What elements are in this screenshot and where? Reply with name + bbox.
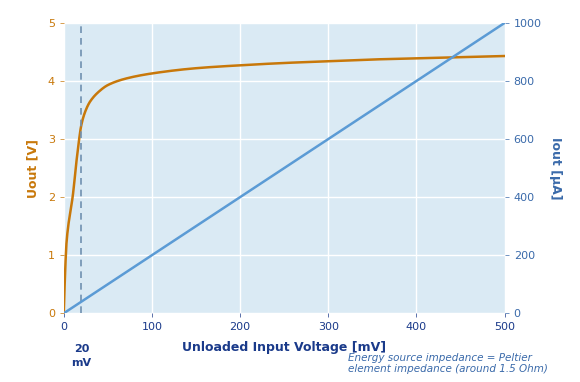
Y-axis label: Uout [V]: Uout [V] <box>26 139 39 197</box>
X-axis label: Unloaded Input Voltage [mV]: Unloaded Input Voltage [mV] <box>182 341 386 354</box>
Text: mV: mV <box>71 358 92 368</box>
Y-axis label: Iout [μA]: Iout [μA] <box>549 137 563 199</box>
Text: 20: 20 <box>74 344 89 354</box>
Text: Energy source impedance = Peltier
element impedance (around 1.5 Ohm): Energy source impedance = Peltier elemen… <box>348 353 548 374</box>
